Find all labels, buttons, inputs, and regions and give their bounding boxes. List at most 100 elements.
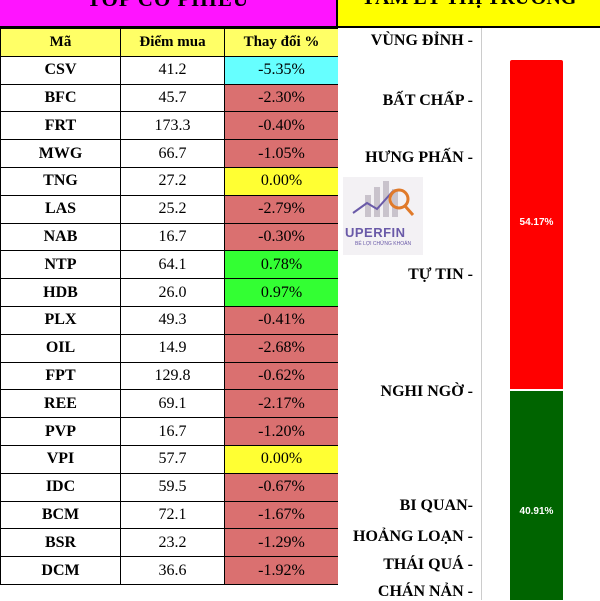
stock-symbol: FPT <box>0 361 121 391</box>
buy-point: 25.2 <box>120 194 225 224</box>
stock-symbol: CSV <box>0 55 121 85</box>
change-percent: -0.67% <box>224 472 339 502</box>
fear-bar: 40.91% <box>510 391 563 600</box>
change-percent: -2.79% <box>224 194 339 224</box>
table-row: PLX 49.3 -0.41% <box>0 305 339 335</box>
stock-symbol: NAB <box>0 222 121 252</box>
sentiment-level-label: HOẢNG LOẠN - <box>353 528 473 545</box>
buy-point: 129.8 <box>120 361 225 391</box>
buy-point: 57.7 <box>120 444 225 474</box>
table-row: CSV 41.2 -5.35% <box>0 55 339 85</box>
table-row: BSR 23.2 -1.29% <box>0 528 339 558</box>
table-row: IDC 59.5 -0.67% <box>0 472 339 502</box>
sentiment-header-title: TÂM LÝ THỊ TRƯỜNG <box>338 0 600 10</box>
buy-point: 49.3 <box>120 305 225 335</box>
stock-symbol: REE <box>0 389 121 419</box>
change-percent: -0.40% <box>224 111 339 141</box>
sentiment-level-label: BẤT CHẤP - <box>382 92 473 109</box>
change-percent: -2.17% <box>224 389 339 419</box>
table-row: NTP 64.1 0.78% <box>0 250 339 280</box>
logo-tagline: BÉ LỢI CHỨNG KHOÁN <box>355 241 412 247</box>
buy-point: 23.2 <box>120 528 225 558</box>
buy-point: 26.0 <box>120 278 225 307</box>
buy-point: 27.2 <box>120 166 225 196</box>
change-percent: -2.30% <box>224 83 339 113</box>
stock-symbol: NTP <box>0 250 121 280</box>
column-header-change: Thay đổi % <box>224 28 339 57</box>
change-percent: 0.00% <box>224 444 339 474</box>
stock-symbol: PVP <box>0 417 121 446</box>
table-row: FPT 129.8 -0.62% <box>0 361 339 391</box>
sentiment-levels-panel: VÙNG ĐỈNH - BẤT CHẤP - HƯNG PHẤN - TỰ TI… <box>338 28 482 600</box>
change-percent: -0.62% <box>224 361 339 391</box>
column-header-symbol: Mã <box>0 28 121 57</box>
change-percent: -1.92% <box>224 556 339 585</box>
table-row: PVP 16.7 -1.20% <box>0 417 339 446</box>
stock-symbol: IDC <box>0 472 121 502</box>
change-percent: -5.35% <box>224 55 339 85</box>
sentiment-level-label: CHÁN NẢN - <box>377 583 473 600</box>
buy-point: 72.1 <box>120 500 225 530</box>
table-row: FRT 173.3 -0.40% <box>0 111 339 141</box>
sentiment-header: TÂM LÝ THỊ TRƯỜNG <box>338 0 600 28</box>
greed-percent-label: 54.17% <box>519 217 554 228</box>
buy-point: 45.7 <box>120 83 225 113</box>
table-header-row: Mã Điểm mua Thay đổi % <box>0 28 339 57</box>
sentiment-level-label: TỰ TIN - <box>408 266 473 283</box>
sentiment-level-label: VÙNG ĐỈNH - <box>370 32 473 49</box>
stock-symbol: DCM <box>0 556 121 585</box>
buy-point: 36.6 <box>120 556 225 585</box>
table-row: OIL 14.9 -2.68% <box>0 333 339 363</box>
buy-point: 16.7 <box>120 417 225 446</box>
stock-symbol: LAS <box>0 194 121 224</box>
stock-symbol: MWG <box>0 139 121 168</box>
greed-bar: 54.17% <box>510 60 563 389</box>
table-row: NAB 16.7 -0.30% <box>0 222 339 252</box>
buy-point: 66.7 <box>120 139 225 168</box>
sentiment-level-label: BI QUAN- <box>399 497 473 514</box>
buy-point: 14.9 <box>120 333 225 363</box>
change-percent: 0.97% <box>224 278 339 307</box>
stock-symbol: PLX <box>0 305 121 335</box>
table-row: REE 69.1 -2.17% <box>0 389 339 419</box>
change-percent: 0.00% <box>224 166 339 196</box>
uperfin-logo: UPERFIN BÉ LỢI CHỨNG KHOÁN <box>343 177 423 255</box>
sentiment-level-label: THÁI QUÁ - <box>383 556 473 573</box>
buy-point: 16.7 <box>120 222 225 252</box>
table-row: MWG 66.7 -1.05% <box>0 139 339 168</box>
stock-symbol: OIL <box>0 333 121 363</box>
stocks-header-title: TOP CỔ PHIẾU <box>0 0 336 12</box>
buy-point: 41.2 <box>120 55 225 85</box>
fear-percent-label: 40.91% <box>519 506 554 517</box>
change-percent: -1.20% <box>224 417 339 446</box>
table-row: TNG 27.2 0.00% <box>0 166 339 196</box>
stock-symbol: HDB <box>0 278 121 307</box>
stock-symbol: FRT <box>0 111 121 141</box>
change-percent: -1.29% <box>224 528 339 558</box>
stock-symbol: BSR <box>0 528 121 558</box>
change-percent: -1.67% <box>224 500 339 530</box>
buy-point: 59.5 <box>120 472 225 502</box>
change-percent: -2.68% <box>224 333 339 363</box>
column-header-buy-point: Điểm mua <box>120 28 225 57</box>
sentiment-bar-panel: 54.17% 40.91% <box>482 28 600 600</box>
buy-point: 173.3 <box>120 111 225 141</box>
logo-wordmark: UPERFIN <box>345 225 406 240</box>
buy-point: 64.1 <box>120 250 225 280</box>
stocks-header: TOP CỔ PHIẾU <box>0 0 338 28</box>
table-row: BFC 45.7 -2.30% <box>0 83 339 113</box>
sentiment-level-label: HƯNG PHẤN - <box>365 149 473 166</box>
stock-symbol: BCM <box>0 500 121 530</box>
sentiment-level-label: NGHI NGỜ - <box>380 383 473 400</box>
change-percent: -1.05% <box>224 139 339 168</box>
table-row: HDB 26.0 0.97% <box>0 278 339 307</box>
table-row: VPI 57.7 0.00% <box>0 444 339 474</box>
stock-table: Mã Điểm mua Thay đổi % CSV 41.2 -5.35% BFC 4… <box>0 28 339 585</box>
stock-symbol: BFC <box>0 83 121 113</box>
buy-point: 69.1 <box>120 389 225 419</box>
table-row: LAS 25.2 -2.79% <box>0 194 339 224</box>
change-percent: -0.41% <box>224 305 339 335</box>
stock-symbol: TNG <box>0 166 121 196</box>
table-row: DCM 36.6 -1.92% <box>0 556 339 585</box>
magnifier-chart-icon <box>352 181 415 217</box>
